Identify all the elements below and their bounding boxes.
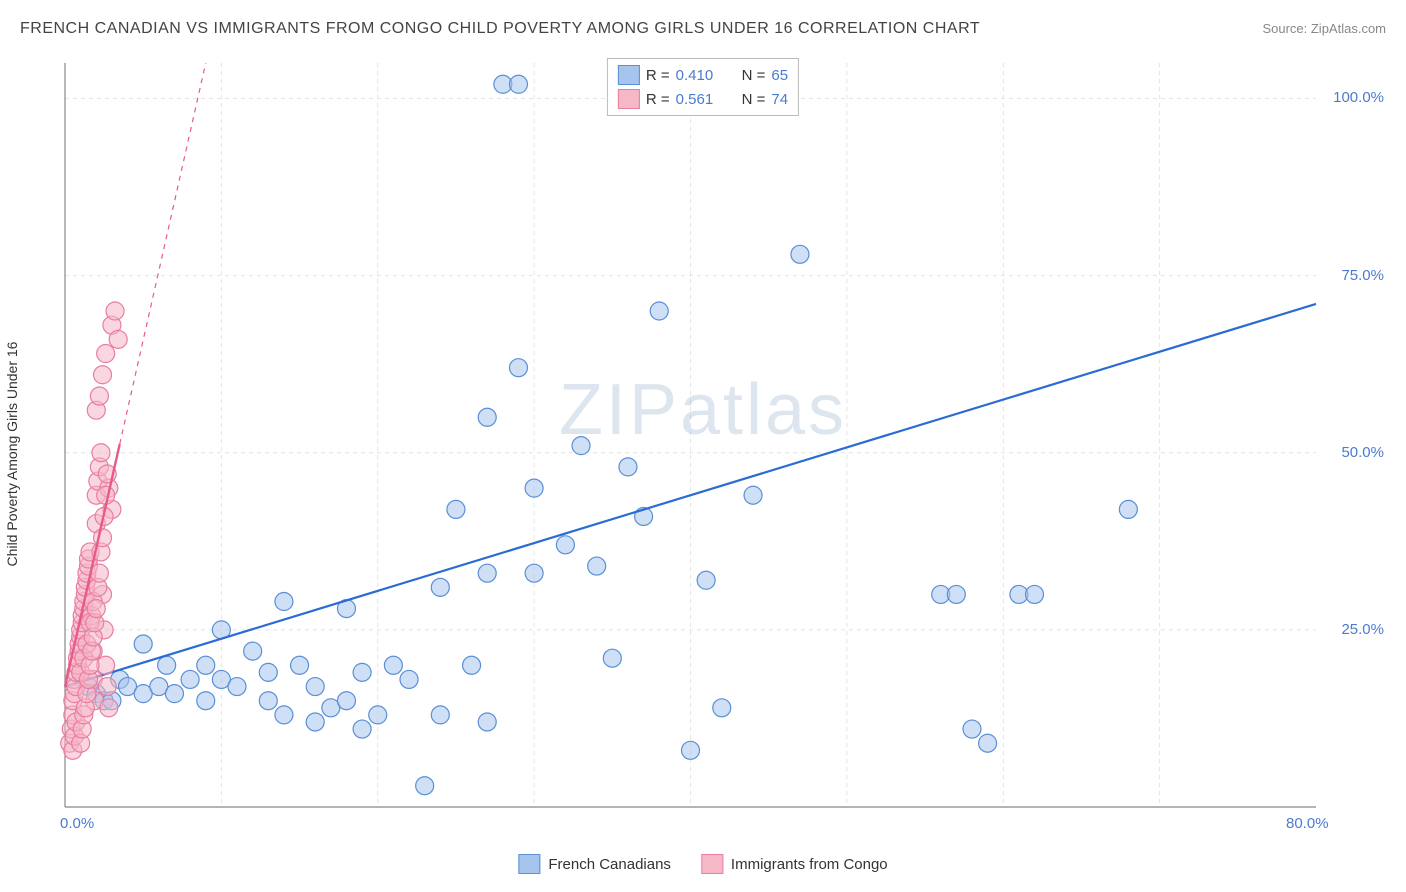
chart-title: FRENCH CANADIAN VS IMMIGRANTS FROM CONGO…: [20, 20, 980, 38]
legend-swatch: [618, 89, 640, 109]
chart-area: 25.0% 50.0% 75.0% 100.0% 0.0% 80.0%: [55, 55, 1386, 837]
series-legend-item: French Canadians: [518, 854, 671, 874]
y-tick-label: 75.0%: [1341, 267, 1384, 284]
y-axis-label: Child Poverty Among Girls Under 16: [4, 342, 20, 567]
correlation-legend: R = 0.410 N = 65 R = 0.561 N = 74: [607, 58, 799, 116]
x-tick-label: 0.0%: [60, 815, 94, 832]
x-tick-label: 80.0%: [1286, 815, 1329, 832]
y-tick-label: 100.0%: [1333, 89, 1384, 106]
series-legend: French Canadians Immigrants from Congo: [518, 854, 887, 874]
legend-swatch: [618, 65, 640, 85]
y-tick-label: 50.0%: [1341, 444, 1384, 461]
source-attribution: Source: ZipAtlas.com: [1262, 21, 1386, 36]
correlation-legend-row: R = 0.410 N = 65: [618, 63, 788, 87]
correlation-legend-row: R = 0.561 N = 74: [618, 87, 788, 111]
series-legend-item: Immigrants from Congo: [701, 854, 888, 874]
y-tick-label: 25.0%: [1341, 621, 1384, 638]
legend-swatch: [518, 854, 540, 874]
legend-swatch: [701, 854, 723, 874]
